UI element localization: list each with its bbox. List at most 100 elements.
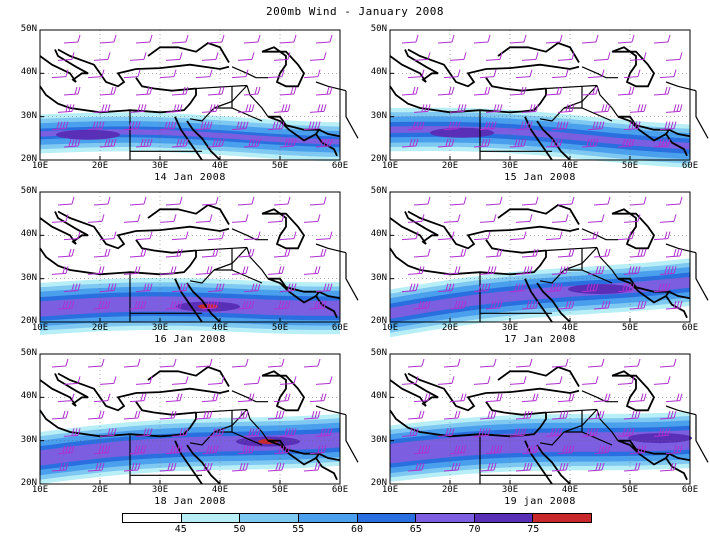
jet-core [568, 284, 632, 295]
wind-barb [57, 445, 75, 455]
wind-barb [279, 231, 297, 241]
wind-barb [623, 121, 641, 131]
wind-barb [123, 214, 141, 223]
wind-barb [63, 34, 81, 44]
wind-barb [309, 104, 327, 113]
colorbar-segment [474, 514, 534, 522]
wind-barb [665, 52, 683, 61]
wind-barb [617, 428, 635, 437]
wind-barb [515, 462, 533, 472]
wind-barb [159, 266, 177, 275]
border [345, 90, 359, 139]
wind-barb [237, 248, 255, 258]
wind-barb [315, 86, 333, 96]
wind-barb [129, 393, 147, 403]
coastline [407, 372, 487, 412]
wind-barb [63, 428, 81, 437]
coastline [407, 210, 487, 250]
wind-barb [135, 138, 153, 148]
wind-barb [509, 231, 527, 241]
wind-barb [551, 266, 569, 275]
border [596, 247, 619, 280]
coastline [617, 277, 671, 304]
lon-label: 20E [441, 485, 459, 495]
colorbar-segment [357, 514, 417, 522]
wind-barb [51, 462, 69, 472]
lat-label: 50N [20, 24, 37, 34]
wind-barb [629, 196, 647, 206]
wind-barb [99, 138, 117, 148]
wind-barb [279, 376, 297, 385]
border [581, 390, 618, 403]
wind-barb [99, 231, 117, 241]
coastline [318, 128, 341, 138]
wind-barb [587, 69, 605, 79]
wind-barb [521, 248, 539, 258]
wind-barb [401, 138, 419, 148]
wind-barb [473, 231, 491, 241]
wind-barb [545, 138, 563, 148]
map-panel: 50N 40N 30N 20N 10E 20E 30E 40E 50E 60E 16 Jan 200… [21, 186, 359, 352]
wind-barb [479, 214, 497, 223]
lon-label: 10E [31, 485, 49, 495]
map-plot [39, 29, 359, 162]
map-plot [389, 191, 709, 338]
wind-barb [273, 248, 291, 258]
wind-barb [545, 283, 563, 293]
wind-barb [485, 300, 503, 310]
wind-barb [449, 393, 467, 403]
coastline [39, 373, 89, 407]
wind-barb [135, 376, 153, 385]
wind-barb [581, 34, 599, 44]
wind-barb [551, 358, 569, 368]
wind-barb [99, 376, 117, 385]
coastline [261, 370, 306, 412]
map-panel: 50N 40N 30N 20N 10E 20E 30E 40E 50E 60E 17 Jan 200… [371, 186, 709, 352]
wind-barb [201, 445, 219, 455]
wind-barb [303, 121, 321, 131]
wind-barb [629, 248, 647, 258]
wind-barb [515, 410, 533, 420]
wind-barb [123, 121, 141, 131]
wind-barb [443, 266, 461, 275]
wind-barb [413, 248, 431, 258]
wind-barb [479, 410, 497, 420]
wind-barb [665, 445, 683, 455]
wind-barb [653, 428, 671, 437]
wind-barb [515, 121, 533, 131]
wind-barb [509, 283, 527, 293]
border [189, 269, 215, 284]
wind-barb [201, 300, 219, 310]
map-frame [389, 353, 691, 485]
coastline [536, 444, 571, 485]
lon-label: 40E [211, 323, 229, 333]
wind-barb [303, 410, 321, 420]
wind-barb [309, 196, 327, 206]
wind-barb [449, 300, 467, 310]
wind-barb [171, 138, 189, 148]
wind-barb [659, 462, 677, 472]
wind-barb [135, 283, 153, 293]
coastline [497, 365, 580, 387]
wind-barb [237, 393, 255, 403]
lat-label: 30N [20, 110, 37, 121]
wind-barb [237, 104, 255, 113]
wind-barb [57, 393, 75, 403]
wind-barb [267, 69, 285, 79]
wind-barb [617, 376, 635, 385]
wind-barb [93, 393, 111, 403]
wind-barb [545, 231, 563, 241]
wind-barb [665, 104, 683, 113]
wind-barb [581, 231, 599, 241]
wind-barb [243, 86, 261, 96]
colorbar-label: 55 [292, 524, 305, 535]
lon-label: 60E [681, 485, 699, 495]
wind-barb [171, 376, 189, 385]
wind-barb [545, 376, 563, 385]
lon-label: 40E [211, 485, 229, 495]
wind-barb [623, 214, 641, 223]
wind-barb [99, 283, 117, 293]
coastline [315, 295, 338, 319]
wind-barb [309, 445, 327, 455]
panel-date: 15 Jan 2008 [504, 172, 576, 183]
